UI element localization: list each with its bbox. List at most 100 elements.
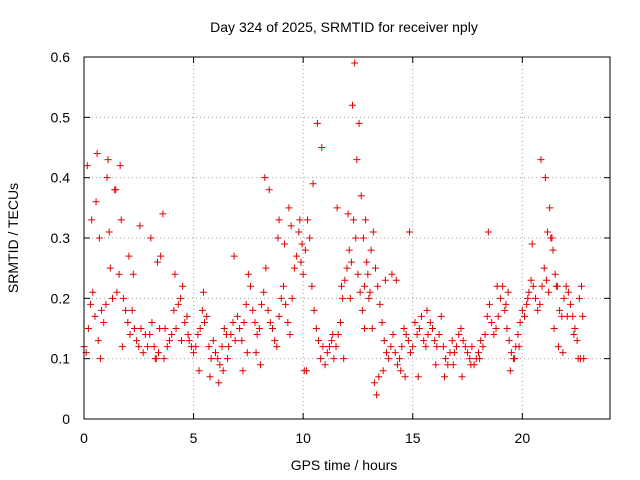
- data-point: [147, 234, 155, 242]
- data-point: [100, 318, 108, 326]
- data-point: [293, 252, 301, 260]
- data-point: [536, 300, 544, 308]
- data-point: [251, 318, 259, 326]
- data-point: [347, 258, 355, 266]
- data-point: [433, 343, 441, 351]
- data-point: [296, 216, 304, 224]
- data-point: [477, 337, 485, 345]
- data-point: [515, 343, 523, 351]
- data-point: [396, 355, 404, 363]
- data-point: [405, 228, 413, 236]
- data-point: [501, 306, 509, 314]
- data-point: [255, 325, 263, 332]
- data-point: [407, 349, 415, 357]
- data-point: [105, 228, 113, 236]
- y-tick-label: 0: [62, 411, 70, 427]
- data-point: [562, 282, 570, 290]
- data-point: [340, 355, 348, 363]
- data-point: [496, 294, 504, 302]
- data-point: [409, 343, 417, 351]
- data-point: [302, 367, 310, 375]
- data-point: [391, 349, 399, 357]
- data-point: [130, 325, 138, 332]
- data-point: [379, 367, 387, 375]
- data-point: [225, 343, 233, 351]
- data-point: [505, 337, 513, 345]
- data-point: [362, 216, 370, 224]
- data-point: [96, 355, 104, 363]
- data-point: [156, 325, 164, 332]
- data-point: [551, 270, 559, 278]
- data-point: [368, 325, 376, 332]
- data-point: [367, 246, 375, 254]
- data-point: [333, 204, 341, 212]
- data-point: [163, 343, 171, 351]
- data-point: [108, 294, 116, 302]
- data-point: [268, 325, 276, 332]
- data-point: [119, 294, 127, 302]
- plot-frame: [83, 56, 611, 420]
- data-point: [385, 355, 393, 363]
- data-point: [567, 300, 575, 308]
- data-point: [549, 246, 557, 254]
- data-point: [400, 325, 408, 332]
- data-point: [361, 282, 369, 290]
- data-point: [544, 228, 552, 236]
- data-point: [174, 300, 182, 308]
- data-point: [525, 288, 533, 296]
- data-point: [523, 300, 531, 308]
- data-point: [83, 162, 91, 170]
- data-point: [353, 156, 361, 164]
- data-point: [124, 318, 132, 326]
- data-point: [504, 288, 512, 296]
- data-point: [243, 349, 251, 357]
- data-point: [503, 325, 511, 332]
- data-point: [179, 282, 187, 290]
- data-point: [286, 331, 294, 339]
- x-tick-label: 5: [190, 430, 198, 446]
- data-point: [215, 379, 223, 387]
- x-tick-label: 20: [515, 430, 531, 446]
- data-point: [104, 156, 112, 164]
- y-tick-label: 0.3: [51, 230, 71, 246]
- data-point: [481, 331, 489, 339]
- data-point: [323, 349, 331, 357]
- data-point: [453, 343, 461, 351]
- data-point: [271, 337, 279, 345]
- data-point: [571, 325, 579, 332]
- data-point: [422, 343, 430, 351]
- data-point: [339, 294, 347, 302]
- data-point: [288, 294, 296, 302]
- data-point: [576, 355, 584, 363]
- data-point: [554, 343, 562, 351]
- data-point: [351, 59, 359, 67]
- data-point: [172, 325, 180, 332]
- data-point: [329, 331, 337, 339]
- data-point: [299, 270, 307, 278]
- data-point: [527, 276, 535, 284]
- data-point: [466, 355, 474, 363]
- data-point: [287, 222, 295, 230]
- chart-title: Day 324 of 2025, SRMTID for receiver npl…: [210, 19, 478, 35]
- data-point: [308, 282, 316, 290]
- data-point: [231, 337, 239, 345]
- data-point: [502, 300, 510, 308]
- data-point: [404, 337, 412, 345]
- data-point: [411, 318, 419, 326]
- data-point: [106, 264, 114, 272]
- data-point: [506, 367, 514, 375]
- data-point: [319, 343, 327, 351]
- data-point: [389, 331, 397, 339]
- data-point: [89, 288, 97, 296]
- data-point: [275, 312, 283, 320]
- x-tick-label: 15: [405, 430, 421, 446]
- data-point: [537, 156, 545, 164]
- data-point: [479, 343, 487, 351]
- data-point: [95, 234, 103, 242]
- data-point: [205, 343, 213, 351]
- data-point: [103, 174, 111, 182]
- data-point: [212, 349, 219, 357]
- data-point: [468, 343, 476, 351]
- data-point: [236, 325, 244, 332]
- data-point: [309, 180, 317, 188]
